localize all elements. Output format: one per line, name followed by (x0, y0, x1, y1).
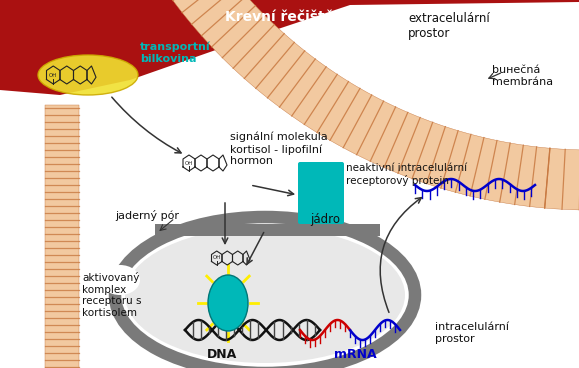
Ellipse shape (38, 55, 138, 95)
Text: jádro: jádro (310, 213, 340, 226)
Ellipse shape (125, 227, 405, 363)
FancyBboxPatch shape (298, 162, 344, 224)
Polygon shape (545, 0, 579, 210)
Polygon shape (0, 0, 579, 95)
Polygon shape (70, 0, 550, 208)
Text: DNA: DNA (207, 348, 237, 361)
Text: Krevní řečiště: Krevní řečiště (225, 10, 335, 24)
Polygon shape (45, 105, 79, 368)
Text: jaderný pór: jaderný pór (115, 210, 179, 221)
Text: buнеčná
membrána: buнеčná membrána (492, 65, 553, 86)
Text: intracelulární
prostor: intracelulární prostor (435, 322, 509, 344)
Ellipse shape (100, 265, 140, 295)
Text: OH: OH (49, 73, 57, 78)
Polygon shape (155, 224, 380, 236)
Text: signální molekula
kortisol - lipofilní
hormon: signální molekula kortisol - lipofilní h… (230, 132, 328, 166)
Text: aktivovaný
komplex
receptoru s
kortisolem: aktivovaný komplex receptoru s kortisole… (82, 272, 141, 318)
Text: OH: OH (212, 255, 221, 261)
Text: neaktivní intracelulární
receptorový protein: neaktivní intracelulární receptorový pro… (346, 163, 467, 186)
Text: mRNA: mRNA (334, 348, 376, 361)
Text: extracelulární
prostor: extracelulární prostor (408, 12, 490, 40)
Text: OH: OH (185, 161, 193, 166)
Ellipse shape (208, 275, 248, 331)
Text: transportní
bilkovina: transportní bilkovina (140, 42, 211, 64)
